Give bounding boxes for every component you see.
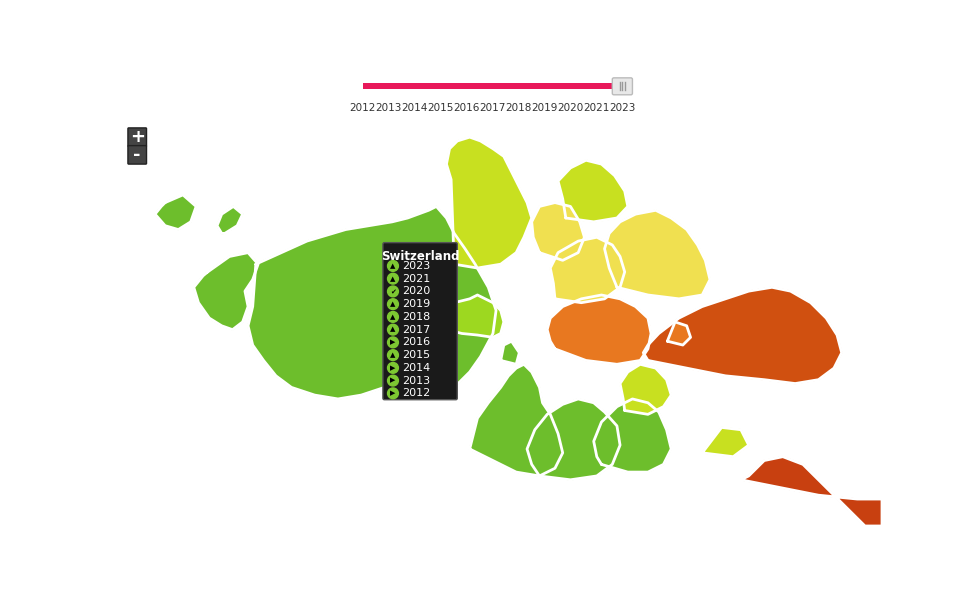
Text: -: - (133, 146, 141, 164)
Circle shape (387, 388, 399, 399)
Polygon shape (551, 237, 624, 303)
Text: 2015: 2015 (402, 350, 430, 360)
Polygon shape (501, 341, 519, 364)
Text: Switzerland: Switzerland (381, 249, 460, 262)
FancyBboxPatch shape (128, 145, 147, 164)
Text: 2023: 2023 (402, 261, 430, 271)
Polygon shape (532, 203, 584, 261)
Text: 2021: 2021 (583, 103, 610, 113)
FancyBboxPatch shape (383, 243, 458, 400)
Polygon shape (667, 322, 691, 345)
Text: 2016: 2016 (454, 103, 480, 113)
Polygon shape (594, 399, 671, 472)
Text: 2018: 2018 (402, 312, 430, 322)
Text: 2019: 2019 (531, 103, 558, 113)
Text: 2023: 2023 (610, 103, 636, 113)
Text: 2016: 2016 (402, 337, 430, 348)
FancyBboxPatch shape (612, 78, 632, 95)
Circle shape (387, 350, 399, 361)
Text: 2019: 2019 (402, 299, 430, 309)
Polygon shape (605, 210, 710, 299)
Text: ▲: ▲ (390, 352, 396, 358)
Text: 2014: 2014 (402, 363, 430, 373)
Circle shape (387, 273, 399, 284)
Text: 2017: 2017 (479, 103, 506, 113)
Circle shape (387, 324, 399, 335)
Text: 2020: 2020 (402, 287, 430, 297)
Text: 2014: 2014 (402, 103, 428, 113)
Text: 2017: 2017 (402, 324, 430, 335)
Text: ▲: ▲ (390, 327, 396, 333)
Polygon shape (194, 252, 258, 330)
Polygon shape (416, 295, 504, 337)
Polygon shape (558, 160, 628, 222)
Text: ▲: ▲ (390, 275, 396, 282)
Text: 2015: 2015 (427, 103, 454, 113)
Text: 2013: 2013 (375, 103, 402, 113)
Text: ▶: ▶ (390, 390, 396, 397)
Polygon shape (620, 364, 671, 414)
Text: ▲: ▲ (390, 314, 396, 320)
FancyBboxPatch shape (128, 128, 147, 147)
Text: ▶: ▶ (390, 365, 396, 371)
Circle shape (387, 375, 399, 386)
Text: 2012: 2012 (350, 103, 376, 113)
Polygon shape (527, 399, 620, 480)
Text: 2021: 2021 (402, 274, 430, 284)
Text: 2020: 2020 (558, 103, 583, 113)
Polygon shape (741, 457, 882, 526)
Circle shape (387, 299, 399, 310)
Text: ▲: ▲ (390, 301, 396, 307)
Text: +: + (129, 128, 145, 146)
Text: ✔: ✔ (390, 288, 396, 294)
Polygon shape (217, 206, 243, 233)
Text: ▶: ▶ (390, 339, 396, 345)
Polygon shape (447, 137, 532, 268)
Circle shape (387, 311, 399, 322)
Text: ▶: ▶ (390, 378, 396, 384)
Text: 2013: 2013 (402, 376, 430, 385)
Polygon shape (547, 295, 651, 364)
Polygon shape (155, 195, 196, 229)
Circle shape (387, 337, 399, 348)
Circle shape (387, 362, 399, 374)
Circle shape (387, 286, 399, 297)
Polygon shape (703, 427, 749, 457)
Circle shape (387, 261, 399, 271)
Text: ▲: ▲ (390, 263, 396, 269)
Bar (363, 83, 622, 89)
Text: 2018: 2018 (506, 103, 532, 113)
Text: 2012: 2012 (402, 388, 430, 398)
Polygon shape (469, 364, 563, 476)
Polygon shape (643, 287, 842, 384)
Polygon shape (248, 206, 496, 399)
